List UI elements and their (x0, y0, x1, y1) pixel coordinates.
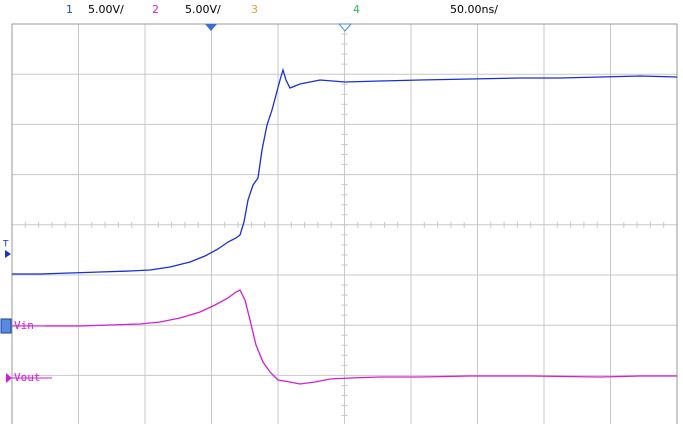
trigger-level-marker (5, 250, 11, 258)
trigger-position-marker (205, 24, 217, 31)
vin-label: Vin (14, 319, 34, 332)
timebase: 50.00ns/ (450, 3, 498, 16)
ch2-scale: 5.00V/ (185, 3, 221, 16)
ch2-number: 2 (152, 3, 159, 16)
ch1-trace (12, 67, 678, 275)
vout-marker (6, 373, 12, 383)
ch1-scale: 5.00V/ (88, 3, 124, 16)
ch1-number: 1 (66, 3, 73, 16)
vin-marker (0, 318, 12, 334)
trigger-label: T (2, 240, 9, 250)
ch3-number: 3 (251, 3, 258, 16)
graticule (11, 23, 678, 424)
delay-marker (337, 23, 353, 32)
ch2-trace (45, 289, 677, 385)
ch4-number: 4 (353, 3, 360, 16)
